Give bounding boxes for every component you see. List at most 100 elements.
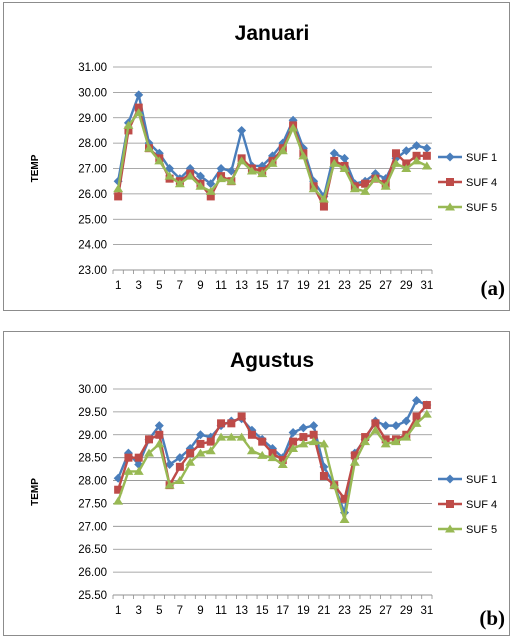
legend-marker xyxy=(445,202,455,211)
data-point xyxy=(391,149,400,158)
data-point xyxy=(205,186,216,195)
data-point xyxy=(401,432,412,441)
data-point xyxy=(246,166,257,175)
data-point xyxy=(257,450,268,459)
y-tick-label: 28.50 xyxy=(78,453,107,465)
data-point xyxy=(217,419,226,428)
x-tick-label: 27 xyxy=(379,605,392,617)
x-tick-label: 31 xyxy=(420,605,433,617)
data-point xyxy=(277,460,288,469)
data-point xyxy=(422,151,431,160)
legend-item-suf-4: SUF 4 xyxy=(438,499,497,511)
data-point xyxy=(299,433,308,442)
data-point xyxy=(421,161,432,170)
x-tick-label: 11 xyxy=(215,280,227,292)
legend-label: SUF 4 xyxy=(466,499,497,511)
data-point xyxy=(381,435,390,444)
data-point xyxy=(186,449,195,458)
data-point xyxy=(412,151,421,160)
x-tick-label: 9 xyxy=(197,280,203,292)
data-point xyxy=(309,430,318,439)
series-suf-4 xyxy=(114,103,431,211)
legend-label: SUF 5 xyxy=(466,202,497,214)
data-point xyxy=(298,151,309,160)
data-point xyxy=(267,158,278,167)
x-axis-ticks: 1 3 5 7 9 11 13 15 17 19 21 23 25 27 29 31 xyxy=(112,595,433,617)
legend-marker xyxy=(446,500,454,508)
data-point xyxy=(329,480,340,489)
data-point xyxy=(318,439,329,448)
data-point xyxy=(288,427,298,437)
series-suf-5 xyxy=(113,409,432,523)
data-point xyxy=(319,471,328,480)
x-axis-ticks: 1 3 5 7 9 11 13 15 17 19 21 23 25 27 29 31 xyxy=(112,270,433,292)
panel-label: (b) xyxy=(479,606,505,630)
data-point xyxy=(340,153,350,163)
data-point xyxy=(390,158,401,167)
x-tick-label: 1 xyxy=(115,605,121,617)
x-tick-label: 23 xyxy=(338,280,351,292)
x-tick-label: 29 xyxy=(400,605,413,617)
y-tick-label: 28.00 xyxy=(78,476,107,488)
data-point xyxy=(309,421,319,431)
y-tick-label: 27.00 xyxy=(78,521,107,533)
data-point xyxy=(114,485,123,494)
data-point xyxy=(360,437,371,446)
data-point xyxy=(134,103,143,112)
data-point xyxy=(380,181,391,190)
y-axis-ticks: 23.00 24.00 25.00 26.00 27.00 28.00 29.00 30.00… xyxy=(78,62,107,277)
data-point xyxy=(133,466,144,475)
data-point xyxy=(226,176,237,185)
data-point xyxy=(411,156,422,165)
legend-item-suf-4: SUF 4 xyxy=(438,177,497,189)
legend-label: SUF 1 xyxy=(466,474,497,486)
x-tick-label: 17 xyxy=(276,605,289,617)
data-point xyxy=(361,179,370,188)
data-point xyxy=(123,448,133,458)
chart-title: Januari xyxy=(235,22,310,45)
legend-label: SUF 1 xyxy=(466,152,497,164)
data-point xyxy=(165,460,175,470)
data-point xyxy=(144,448,155,457)
data-point xyxy=(185,457,196,466)
data-point xyxy=(288,444,299,453)
legend-marker xyxy=(445,524,455,533)
y-tick-label: 25.00 xyxy=(78,214,107,226)
y-tick-label: 30.00 xyxy=(78,87,107,99)
data-point xyxy=(381,421,391,431)
data-point xyxy=(164,480,175,489)
data-point xyxy=(371,419,380,428)
y-tick-label: 28.00 xyxy=(78,138,107,150)
data-point xyxy=(123,120,134,129)
data-point xyxy=(412,412,421,421)
data-point xyxy=(154,439,165,448)
y-tick-label: 23.00 xyxy=(78,265,107,277)
data-point xyxy=(267,453,278,462)
x-tick-label: 7 xyxy=(177,605,183,617)
data-point xyxy=(216,164,226,173)
legend-label: SUF 5 xyxy=(466,524,497,536)
x-tick-label: 1 xyxy=(115,280,121,292)
y-tick-label: 29.00 xyxy=(78,430,107,442)
series-suf-5 xyxy=(113,108,432,203)
chart-title: Agustus xyxy=(230,349,314,372)
y-tick-label: 29.00 xyxy=(78,113,107,125)
data-point xyxy=(206,192,215,201)
chart-panel-januari: Januari TEMP (a) 23.00 24.00 25.00 26.00 27.… xyxy=(3,2,510,311)
y-tick-label: 26.00 xyxy=(78,567,107,579)
data-point xyxy=(278,455,287,464)
x-tick-label: 3 xyxy=(136,280,142,292)
data-point xyxy=(195,181,206,190)
data-point xyxy=(288,123,299,132)
data-point xyxy=(319,202,328,211)
x-tick-label: 15 xyxy=(256,280,269,292)
x-tick-label: 31 xyxy=(420,280,433,292)
data-point xyxy=(339,514,350,523)
data-point xyxy=(237,125,247,135)
x-tick-label: 11 xyxy=(215,605,227,617)
data-point xyxy=(370,425,381,434)
x-tick-label: 13 xyxy=(235,605,248,617)
data-point xyxy=(298,439,309,448)
data-point xyxy=(196,439,205,448)
data-point xyxy=(298,423,308,433)
